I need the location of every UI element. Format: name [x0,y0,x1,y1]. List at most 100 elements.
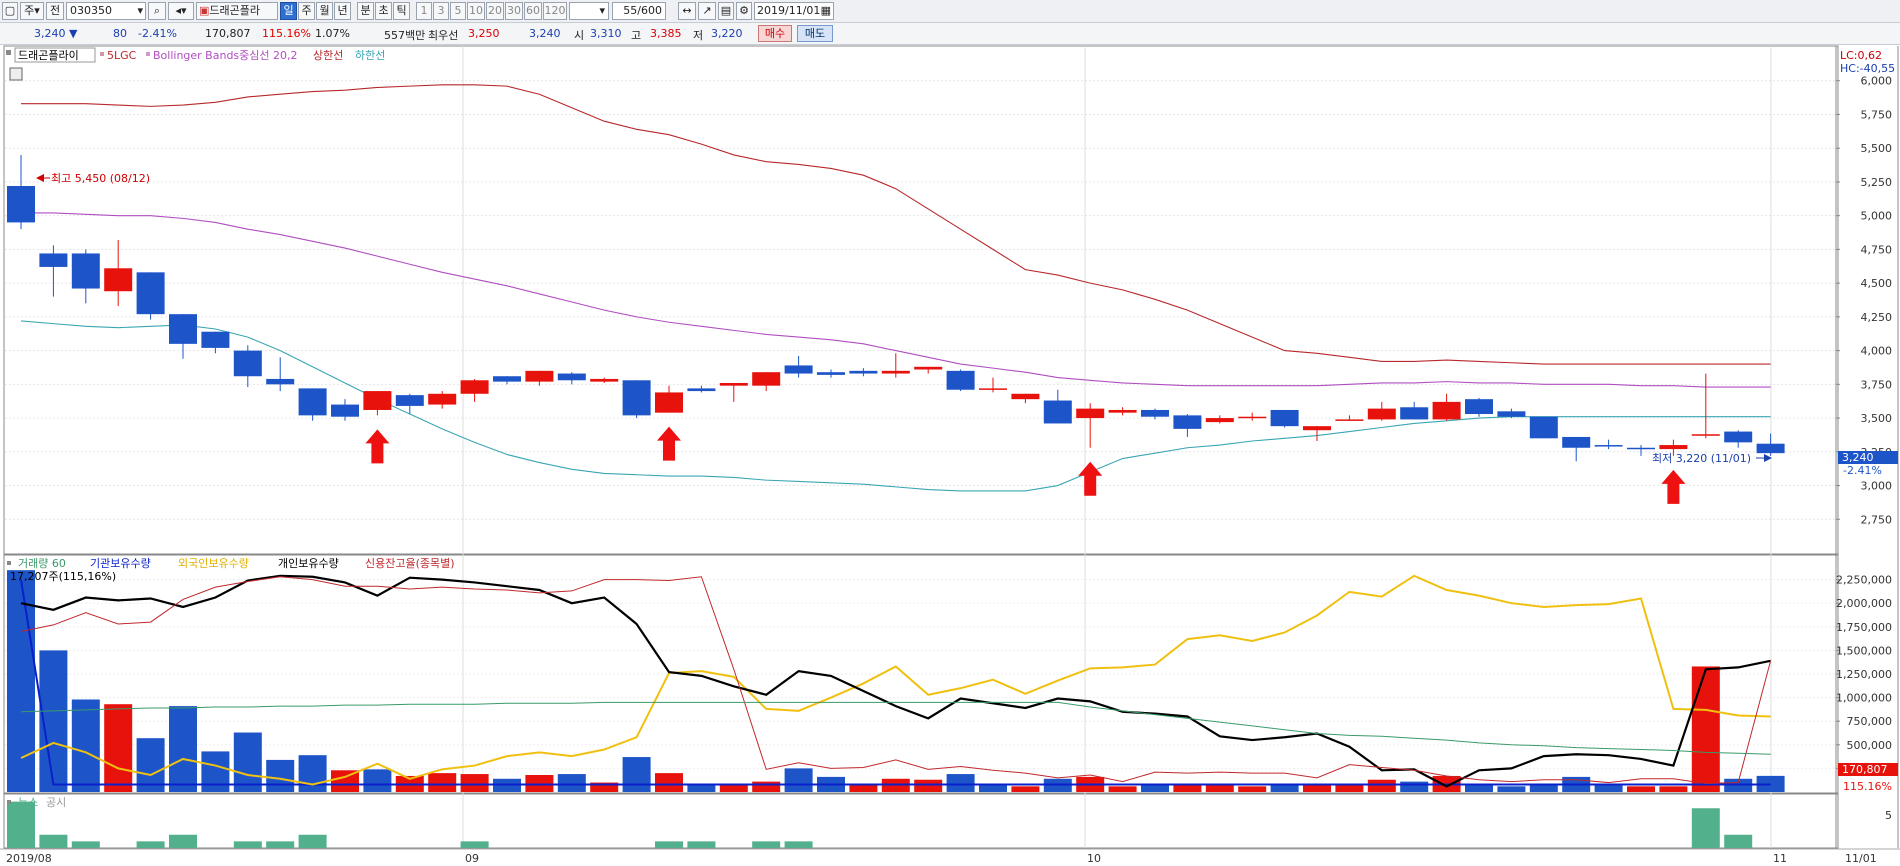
legend-lower[interactable]: 하한선 [355,48,385,62]
gear-icon[interactable]: ⚙ [736,2,752,20]
draw-icon[interactable]: ↗ [698,2,716,20]
legend-upper[interactable]: 상한선 [313,49,343,62]
candle [817,369,845,378]
candle [104,239,133,307]
candle-body [687,388,716,392]
minute-60[interactable]: 60 [524,2,542,20]
news-bar [460,841,489,848]
save-icon[interactable]: ▤ [718,2,734,20]
news-bar [233,841,262,848]
news-bar [136,841,165,848]
candle [201,331,230,354]
candle [331,399,359,421]
candle-body [1205,418,1234,423]
holding-lines [20,574,1772,788]
period-minute[interactable]: 분 [357,2,374,20]
period-day[interactable]: 일 [280,2,297,20]
candle [1270,409,1299,428]
legend-individual[interactable]: 개인보유수량 [278,557,339,570]
all-button[interactable]: 전 [46,2,64,20]
count-total: /600 [637,4,662,17]
interval-select[interactable]: ▾ [569,2,609,20]
candle-body [1011,393,1040,400]
speaker-icon[interactable]: ◂▾ [168,2,194,20]
candle [428,391,457,409]
period-second[interactable]: 초 [375,2,392,20]
legend-name-box[interactable] [14,47,96,63]
legend-name[interactable]: 드래곤플라이 [18,49,79,62]
candle-body [233,350,262,377]
volume-bar [1011,786,1040,792]
period-tick[interactable]: 틱 [393,2,410,20]
buy-button[interactable]: 매수 [758,25,792,42]
price-tick-label: 5,250 [1861,176,1893,189]
candle [1562,436,1591,462]
candle [1432,393,1461,421]
candle-body [1756,443,1785,454]
legend-news[interactable]: 뉴스 [18,796,38,809]
minute-120[interactable]: 120 [543,2,567,20]
minute-30[interactable]: 30 [505,2,523,20]
legend-foreign[interactable]: 외국인보유수량 [178,557,249,570]
candle [1043,389,1072,424]
candle-body [557,373,586,381]
legend-notice[interactable]: 공시 [46,796,66,809]
period-week[interactable]: 주 [298,2,315,20]
legend-institution[interactable]: 기관보유수량 [90,557,151,570]
candle [1724,430,1753,448]
stock-code-input[interactable]: 030350 ▾ [66,2,146,20]
stock-name-box[interactable]: ▣드래곤플라 [196,2,278,20]
candle-body [1141,409,1169,417]
candle-body [719,382,748,386]
sell-button[interactable]: 매도 [797,25,833,42]
legend-volume[interactable]: 거래량 60 [18,557,66,570]
minute-3[interactable]: 3 [433,2,449,20]
minute-10[interactable]: 10 [467,2,485,20]
arrow-left-icon [36,174,44,182]
volume-bar [169,706,197,792]
candle [1205,415,1234,424]
news-bar [7,801,35,848]
period-year[interactable]: 년 [334,2,351,20]
news-bar [1724,834,1753,848]
volume-bar [1238,786,1267,792]
candle-body [71,253,100,289]
volume-tag [1838,763,1898,776]
candle [1335,415,1364,421]
candle-body [1238,416,1267,419]
candle [1756,433,1785,456]
trade-amount: 557백만 [384,29,426,42]
candle [881,353,910,378]
period-month[interactable]: 월 [316,2,333,20]
bollinger-bands [20,84,1771,492]
minute-5[interactable]: 5 [450,2,466,20]
candle [1594,439,1623,450]
price-tick-label: 4,750 [1861,243,1893,256]
x-tick-label: 09 [465,852,479,865]
minute-20[interactable]: 20 [486,2,504,20]
candle-body [914,366,943,370]
table-icon[interactable] [9,67,23,81]
legend-bb[interactable]: Bollinger Bands중심선 20,2 [153,49,298,62]
legend-ma[interactable]: 5LGC [107,49,137,62]
candle-body [1400,407,1429,420]
volume-bar [622,757,651,792]
candle [169,314,197,359]
count-input[interactable]: 55/600 [612,2,666,20]
price-tick-label: 5,500 [1861,142,1893,155]
search-icon[interactable]: ⌕ [148,2,166,20]
legend-credit[interactable]: 신용잔고율(종목별) [365,557,455,570]
candle-body [1432,401,1461,420]
volume-bar [363,769,392,792]
layout-icon[interactable]: ▢ [2,2,18,20]
market-select[interactable]: 주▾ [20,2,44,20]
minute-1[interactable]: 1 [416,2,432,20]
date-input[interactable]: 2019/11/01 ▦ [754,2,834,20]
current-price: 3,240 ▼ [34,27,78,40]
volume-bar [1594,785,1623,792]
zoom-icon[interactable]: ↔ [678,2,696,20]
volume-bar [1367,779,1396,792]
volume-tick-label: 500,000 [1847,739,1893,752]
low-price: 3,220 [711,27,743,40]
